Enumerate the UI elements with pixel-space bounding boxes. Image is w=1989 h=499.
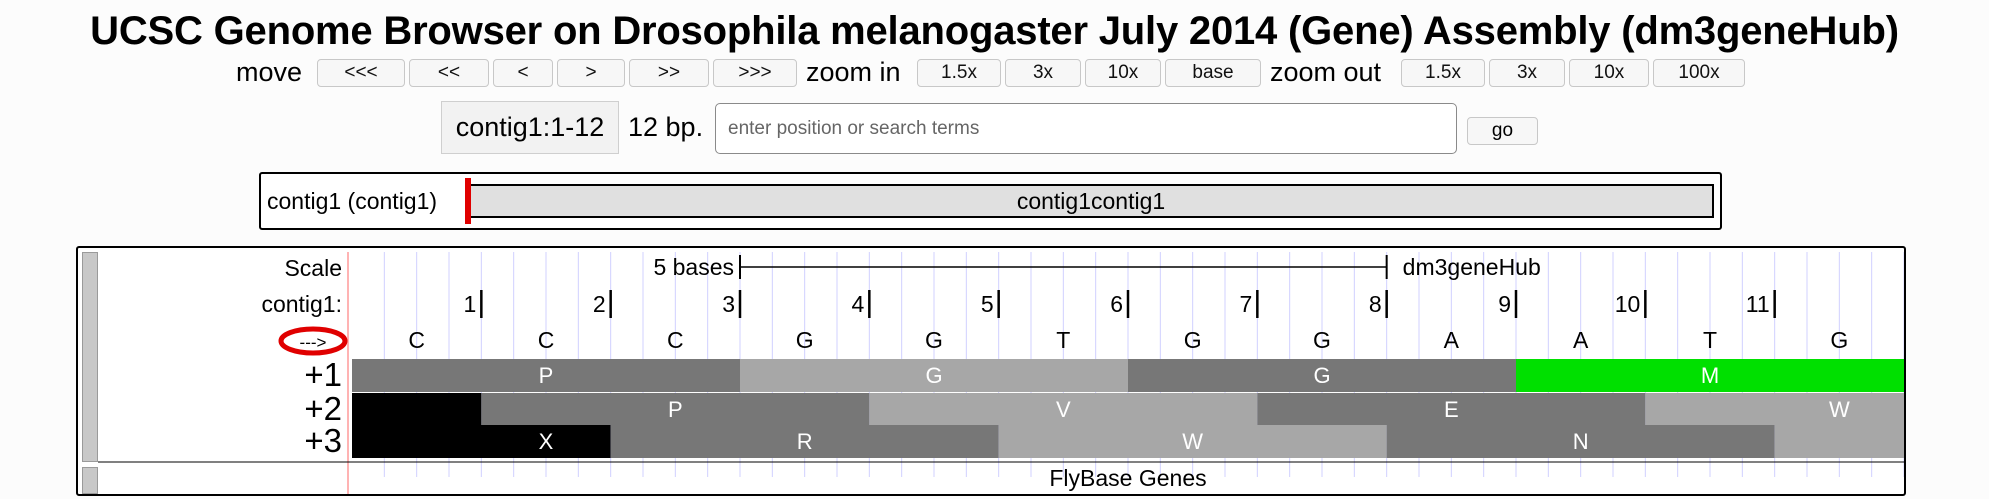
- zoom-in-3x-button[interactable]: 3x: [1005, 59, 1081, 87]
- zoom-out-100x-button[interactable]: 100x: [1653, 59, 1745, 87]
- amino-acid-label: V: [1056, 397, 1071, 422]
- amino-acid-label: W: [1829, 397, 1850, 422]
- chrom-label: contig1:: [261, 291, 342, 317]
- position-tick-label: 7: [1240, 291, 1253, 317]
- codon-block: [740, 359, 1128, 392]
- codon-block: [1774, 425, 1904, 458]
- base-letter: C: [408, 327, 425, 353]
- strand-highlight-circle: [278, 326, 348, 356]
- amino-acid-label: N: [1573, 429, 1589, 454]
- track-drag-handle[interactable]: [82, 252, 98, 462]
- zoom-base-button[interactable]: base: [1165, 59, 1261, 87]
- codon-block: [610, 425, 999, 458]
- amino-acid-label: G: [925, 363, 942, 388]
- ideogram-band-name: contig1contig1: [1016, 188, 1166, 214]
- frame-label: +1: [304, 356, 342, 393]
- size-label: 12 bp.: [628, 112, 704, 142]
- track-panel: Scale contig1: ---> 5 bases dm3geneHub 1 2 3 4 5 6…: [76, 246, 1906, 496]
- position-tick-label: 4: [852, 291, 865, 317]
- codon-block: [1645, 393, 1904, 425]
- codon-block: [352, 425, 611, 458]
- frame-label: +3: [304, 422, 342, 459]
- base-letter: G: [1313, 327, 1331, 353]
- scale-label: Scale: [284, 255, 342, 281]
- amino-acid-label: R: [797, 429, 813, 454]
- base-letter: G: [1184, 327, 1202, 353]
- zoom-out-3x-button[interactable]: 3x: [1489, 59, 1565, 87]
- move-label: move: [236, 57, 303, 87]
- amino-acid-label: W: [1182, 429, 1203, 454]
- base-letter: C: [667, 327, 684, 353]
- base-letter: C: [538, 327, 555, 353]
- move-right-button[interactable]: >>: [629, 59, 709, 87]
- codon-block: [481, 393, 870, 425]
- move-far-right-button[interactable]: >>>: [713, 59, 797, 87]
- amino-acid-label: P: [539, 363, 554, 388]
- zoom-in-10x-button[interactable]: 10x: [1085, 59, 1161, 87]
- codon-block: [1257, 393, 1646, 425]
- base-letter: G: [925, 327, 943, 353]
- position-tick-label: 10: [1615, 291, 1641, 317]
- position-tick-label: 2: [593, 291, 606, 317]
- go-button[interactable]: go: [1467, 117, 1538, 145]
- codon-block: [1516, 359, 1904, 392]
- scale-bar-label: 5 bases: [653, 254, 734, 280]
- zoom-in-1-5x-button[interactable]: 1.5x: [917, 59, 1001, 87]
- ideogram-label: contig1 (contig1): [267, 188, 438, 214]
- position-tick-label: 5: [981, 291, 994, 317]
- gene-track-label: FlyBase Genes: [1049, 465, 1206, 491]
- base-letter: A: [1573, 327, 1589, 353]
- gene-track-drag-handle[interactable]: [82, 467, 98, 494]
- base-letter: T: [1703, 327, 1717, 353]
- search-input[interactable]: [715, 103, 1457, 154]
- base-letter: G: [796, 327, 814, 353]
- amino-acid-label: E: [1444, 397, 1459, 422]
- position-tick-label: 9: [1498, 291, 1511, 317]
- frame-label: +2: [304, 390, 342, 427]
- zoom-out-1-5x-button[interactable]: 1.5x: [1401, 59, 1485, 87]
- position-tick-label: 11: [1746, 291, 1770, 317]
- codon-block: [1386, 425, 1775, 458]
- codon-block: [869, 393, 1258, 425]
- position-tick-label: 6: [1110, 291, 1123, 317]
- strand-label: --->: [300, 333, 327, 352]
- position-indicator: [465, 178, 471, 224]
- zoom-in-label: zoom in: [806, 57, 901, 87]
- move-step-right-button[interactable]: >: [557, 59, 625, 87]
- position-tick-label: 1: [464, 291, 477, 317]
- codon-block: [352, 393, 482, 425]
- base-letter: G: [1830, 327, 1848, 353]
- position-tick-label: 8: [1369, 291, 1382, 317]
- assembly-label: dm3geneHub: [1403, 254, 1541, 280]
- amino-acid-label: X: [539, 429, 554, 454]
- move-far-left-button[interactable]: <<<: [317, 59, 405, 87]
- base-letter: A: [1444, 327, 1460, 353]
- move-left-button[interactable]: <<: [409, 59, 489, 87]
- codon-block: [1128, 359, 1516, 392]
- amino-acid-label: M: [1701, 363, 1719, 388]
- ideogram-bar[interactable]: contig1contig1: [468, 184, 1714, 218]
- move-step-left-button[interactable]: <: [493, 59, 553, 87]
- codon-block: [998, 425, 1387, 458]
- amino-acid-label: G: [1313, 363, 1330, 388]
- zoom-out-label: zoom out: [1270, 57, 1382, 87]
- position-tick-label: 3: [722, 291, 735, 317]
- amino-acid-label: P: [668, 397, 683, 422]
- track-image[interactable]: Scale contig1: ---> 5 bases dm3geneHub 1 2 3 4 5 6…: [78, 248, 1904, 494]
- zoom-out-10x-button[interactable]: 10x: [1569, 59, 1649, 87]
- page-title: UCSC Genome Browser on Drosophila melano…: [90, 9, 1899, 53]
- chromosome-ideogram[interactable]: contig1 (contig1) contig1contig1: [259, 172, 1722, 230]
- position-display: contig1:1-12: [441, 101, 619, 154]
- base-letter: T: [1056, 327, 1070, 353]
- codon-block: [352, 359, 740, 392]
